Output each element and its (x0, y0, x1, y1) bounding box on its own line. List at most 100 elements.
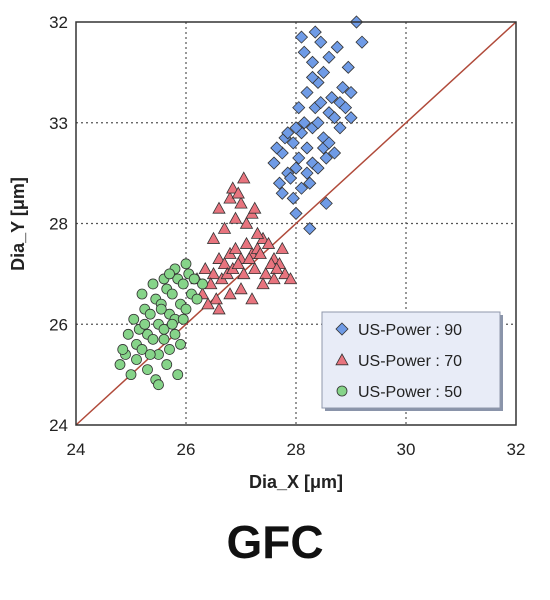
figure-caption: GFC (226, 516, 324, 568)
data-point (172, 369, 184, 381)
data-point (289, 121, 303, 135)
data-point (300, 141, 314, 155)
data-point (136, 288, 148, 300)
data-point (311, 161, 325, 175)
data-point (314, 96, 328, 110)
data-point (355, 35, 369, 49)
data-point (256, 277, 270, 290)
data-point (206, 231, 221, 244)
data-point (237, 267, 251, 280)
data-point (289, 161, 303, 175)
scatter-chart: 24 26 28 30 32 24 26 28 33 32 Dia_X [μm] Dia_Y [… (8, 13, 526, 492)
data-point (242, 251, 256, 264)
data-points (114, 15, 369, 391)
data-point (147, 278, 159, 290)
data-point (248, 262, 262, 275)
data-point (294, 30, 309, 44)
plot-frame (75, 21, 517, 426)
x-tick-labels: 24 26 28 30 32 (67, 440, 526, 459)
data-point (344, 111, 358, 125)
data-point (308, 25, 322, 39)
data-point (286, 136, 300, 150)
data-point (234, 282, 248, 295)
data-point (292, 101, 306, 115)
x-axis-label: Dia_X [μm] (249, 472, 343, 492)
data-point (223, 287, 237, 300)
y-tick-label: 28 (49, 215, 68, 234)
data-point (314, 35, 328, 49)
data-point (303, 176, 317, 190)
legend: US-Power : 90 US-Power : 70 US-Power : 50 (321, 311, 503, 411)
data-point (294, 181, 309, 195)
data-point (231, 256, 245, 270)
data-point (270, 262, 284, 275)
series-circle (114, 258, 208, 391)
data-point (197, 278, 208, 290)
data-point (209, 292, 223, 305)
data-point (239, 236, 254, 249)
data-point (245, 292, 259, 305)
data-point (125, 369, 137, 381)
legend-label: US-Power : 90 (358, 322, 462, 339)
data-point (237, 171, 251, 184)
data-point (248, 201, 262, 214)
data-point (166, 288, 178, 300)
data-point (191, 293, 203, 305)
data-point (305, 70, 320, 84)
data-point (175, 338, 186, 350)
data-point (264, 256, 278, 270)
data-point (144, 308, 156, 320)
data-point (117, 344, 129, 355)
data-point (228, 241, 243, 254)
data-point (303, 221, 317, 236)
data-point (283, 171, 298, 185)
data-point (327, 111, 342, 125)
x-tick-label: 24 (67, 440, 86, 459)
data-point (131, 354, 142, 365)
data-point (338, 101, 353, 115)
data-point (144, 349, 156, 360)
data-point (147, 333, 159, 345)
data-point (253, 246, 267, 259)
data-point (311, 116, 325, 130)
y-tick-label: 24 (49, 416, 68, 435)
data-point (239, 216, 254, 229)
data-point (158, 333, 170, 345)
data-point (305, 55, 320, 69)
series-triangle (190, 171, 298, 315)
data-point (330, 40, 344, 54)
data-point (267, 272, 281, 285)
data-point (259, 267, 273, 280)
legend-label: US-Power : 70 (358, 353, 462, 370)
y-tick-label: 32 (49, 13, 68, 32)
data-point (139, 318, 151, 330)
data-point (261, 236, 276, 249)
series-diamond (267, 15, 369, 236)
data-point (161, 359, 173, 370)
data-point (201, 297, 215, 310)
data-point (136, 344, 148, 355)
data-point (316, 65, 331, 79)
y-tick-label: 33 (49, 114, 68, 133)
data-point (226, 181, 240, 194)
data-point (281, 126, 295, 140)
legend-marker (335, 353, 349, 366)
data-point (180, 303, 192, 315)
data-point (300, 85, 314, 100)
data-point (177, 313, 189, 325)
data-point (228, 211, 243, 224)
data-point (169, 328, 181, 340)
legend-marker (335, 322, 349, 336)
data-point (206, 267, 221, 280)
data-point (286, 191, 300, 205)
data-point (322, 50, 336, 64)
data-point (128, 313, 140, 325)
x-tick-label: 32 (507, 440, 526, 459)
data-point (272, 176, 287, 190)
data-point (336, 80, 350, 95)
data-point (275, 241, 289, 254)
data-point (188, 273, 200, 285)
data-point (177, 278, 189, 290)
data-point (283, 272, 298, 285)
data-point (122, 328, 134, 340)
